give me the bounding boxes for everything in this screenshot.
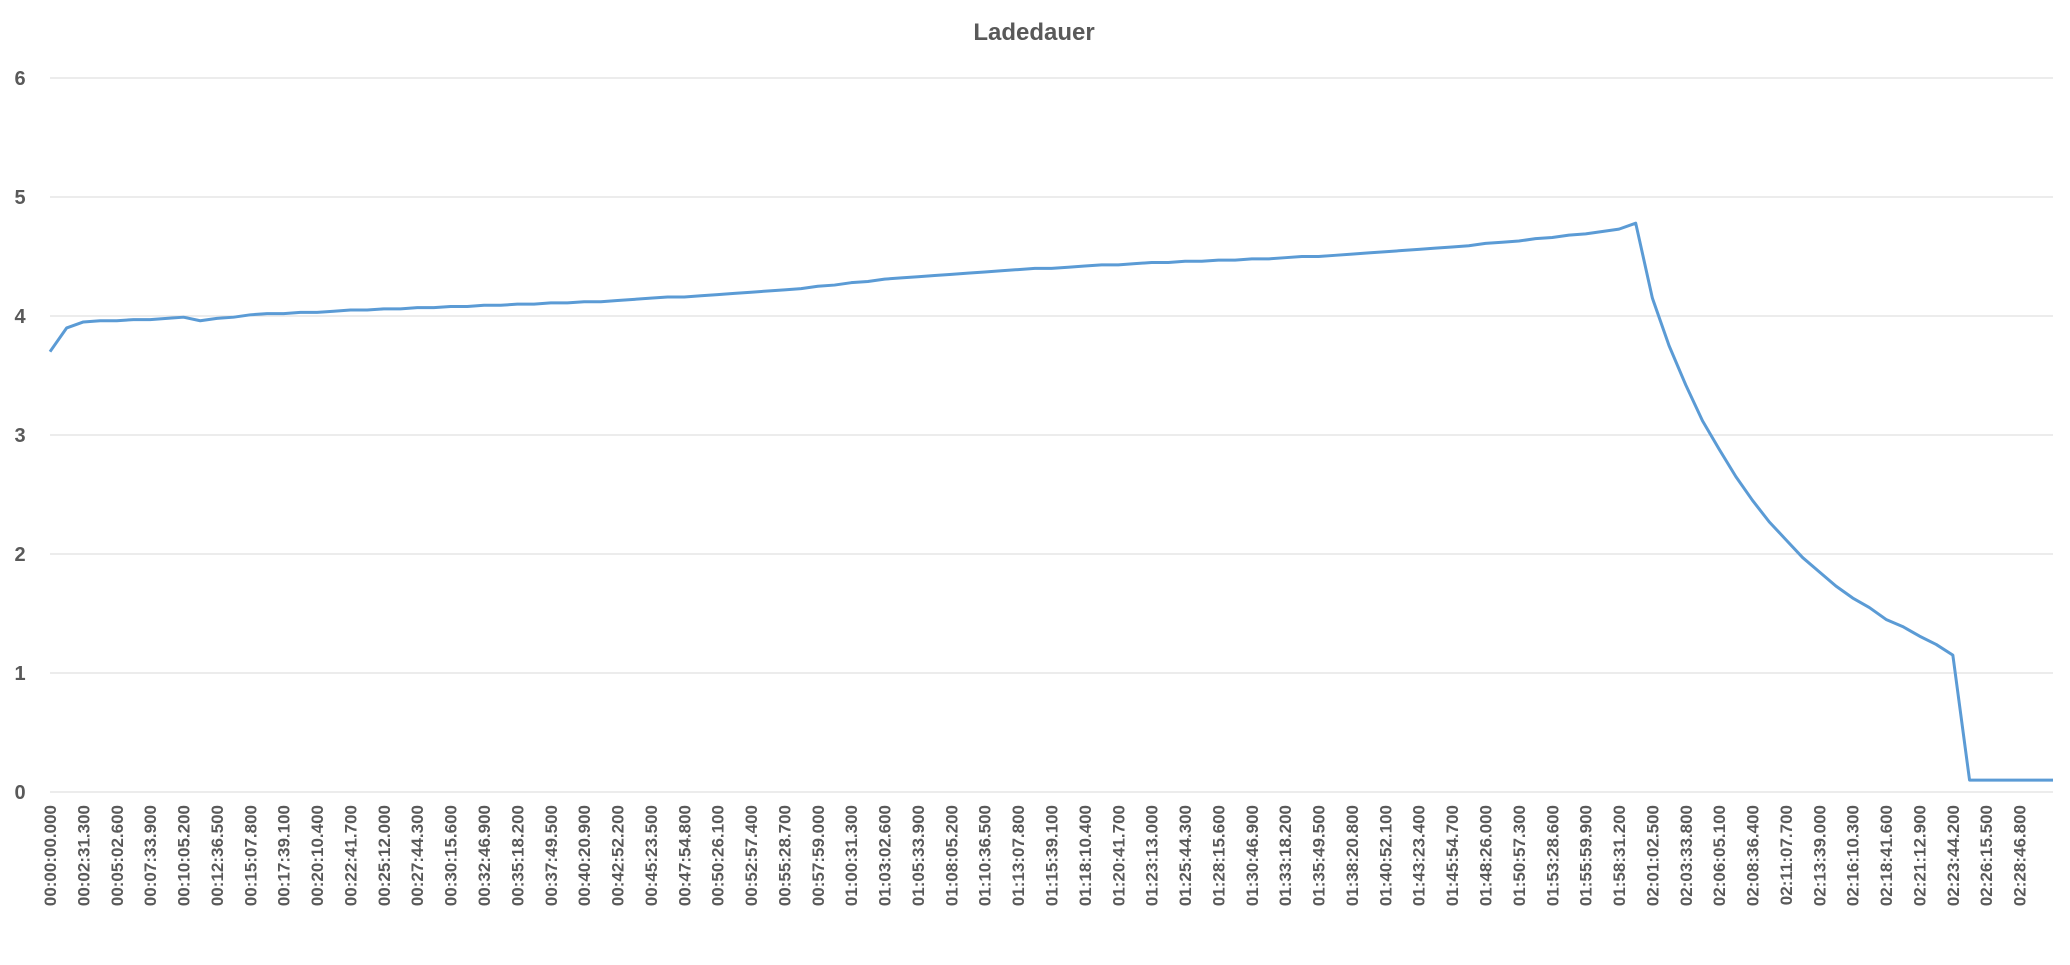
x-tick-label: 01:18:10.400 bbox=[1076, 805, 1095, 906]
x-tick-label: 01:25:44.300 bbox=[1176, 805, 1195, 906]
x-tick-label: 02:03:33.800 bbox=[1677, 805, 1696, 906]
x-tick-label: 01:03:02.600 bbox=[876, 805, 895, 906]
x-tick-label: 00:47:54.800 bbox=[675, 805, 694, 906]
x-tick-label: 00:00:00.000 bbox=[41, 805, 60, 906]
x-tick-label: 01:40:52.100 bbox=[1376, 805, 1395, 906]
x-tick-label: 00:07:33.900 bbox=[141, 805, 160, 906]
x-tick-label: 01:33:18.200 bbox=[1276, 805, 1295, 906]
x-tick-label: 01:58:31.200 bbox=[1610, 805, 1629, 906]
x-tick-label: 01:30:46.900 bbox=[1243, 805, 1262, 906]
x-tick-label: 02:13:39.000 bbox=[1810, 805, 1829, 906]
x-tick-label: 02:11:07.700 bbox=[1777, 805, 1796, 905]
x-tick-label: 01:48:26.000 bbox=[1476, 805, 1495, 906]
x-tick-label: 01:50:57.300 bbox=[1510, 805, 1529, 906]
x-tick-label: 00:35:18.200 bbox=[508, 805, 527, 906]
x-tick-label: 00:22:41.700 bbox=[341, 805, 360, 906]
x-tick-label: 01:38:20.800 bbox=[1343, 805, 1362, 906]
y-tick-label: 4 bbox=[14, 306, 26, 328]
x-tick-label: 00:57:59.000 bbox=[809, 805, 828, 906]
x-tick-label: 02:21:12.900 bbox=[1910, 805, 1929, 906]
x-tick-label: 00:12:36.500 bbox=[208, 805, 227, 906]
x-tick-label: 01:13:07.800 bbox=[1009, 805, 1028, 906]
y-tick-label: 1 bbox=[14, 663, 25, 685]
x-tick-label: 00:55:28.700 bbox=[775, 805, 794, 906]
x-tick-label: 02:28:46.800 bbox=[2011, 805, 2030, 906]
x-tick-label: 00:17:39.100 bbox=[275, 805, 294, 906]
x-tick-label: 02:16:10.300 bbox=[1844, 805, 1863, 906]
chart-title: Ladedauer bbox=[973, 19, 1094, 46]
x-tick-label: 00:50:26.100 bbox=[709, 805, 728, 906]
y-tick-label: 2 bbox=[14, 544, 25, 566]
x-tick-label: 01:20:41.700 bbox=[1109, 805, 1128, 906]
x-tick-label: 00:02:31.300 bbox=[74, 805, 93, 906]
x-tick-label: 02:08:36.400 bbox=[1744, 805, 1763, 906]
x-tick-label: 02:06:05.100 bbox=[1710, 805, 1729, 906]
y-tick-label: 3 bbox=[14, 425, 25, 447]
y-tick-label: 0 bbox=[14, 782, 25, 804]
x-tick-label: 02:23:44.200 bbox=[1944, 805, 1963, 906]
x-tick-label: 01:35:49.500 bbox=[1310, 805, 1329, 906]
x-tick-label: 00:15:07.800 bbox=[241, 805, 260, 906]
y-tick-label: 5 bbox=[14, 187, 25, 209]
x-tick-label: 01:23:13.000 bbox=[1143, 805, 1162, 906]
x-tick-label: 01:10:36.500 bbox=[976, 805, 995, 906]
y-tick-label: 6 bbox=[14, 68, 25, 90]
x-tick-label: 00:25:12.000 bbox=[375, 805, 394, 906]
x-tick-label: 02:01:02.500 bbox=[1643, 805, 1662, 906]
x-tick-label: 02:18:41.600 bbox=[1877, 805, 1896, 906]
x-tick-label: 01:08:05.200 bbox=[942, 805, 961, 906]
x-tick-label: 00:27:44.300 bbox=[408, 805, 427, 906]
x-tick-label: 00:45:23.500 bbox=[642, 805, 661, 906]
x-tick-label: 00:30:15.600 bbox=[442, 805, 461, 906]
x-tick-label: 00:10:05.200 bbox=[175, 805, 194, 906]
x-tick-label: 00:32:46.900 bbox=[475, 805, 494, 906]
x-tick-label: 00:52:57.400 bbox=[742, 805, 761, 906]
x-tick-label: 00:20:10.400 bbox=[308, 805, 327, 906]
x-tick-label: 01:45:54.700 bbox=[1443, 805, 1462, 906]
x-tick-label: 00:42:52.200 bbox=[609, 805, 628, 906]
x-tick-label: 01:15:39.100 bbox=[1043, 805, 1062, 906]
x-tick-label: 01:53:28.600 bbox=[1543, 805, 1562, 906]
x-tick-label: 01:55:59.900 bbox=[1577, 805, 1596, 906]
x-tick-label: 01:28:15.600 bbox=[1209, 805, 1228, 906]
x-tick-label: 02:26:15.500 bbox=[1977, 805, 1996, 906]
x-tick-label: 00:37:49.500 bbox=[542, 805, 561, 906]
x-tick-label: 01:05:33.900 bbox=[909, 805, 928, 906]
x-tick-label: 00:40:20.900 bbox=[575, 805, 594, 906]
x-tick-label: 01:43:23.400 bbox=[1410, 805, 1429, 906]
data-line bbox=[48, 221, 2053, 782]
x-tick-label: 01:00:31.300 bbox=[842, 805, 861, 906]
x-tick-label: 00:05:02.600 bbox=[108, 805, 127, 906]
